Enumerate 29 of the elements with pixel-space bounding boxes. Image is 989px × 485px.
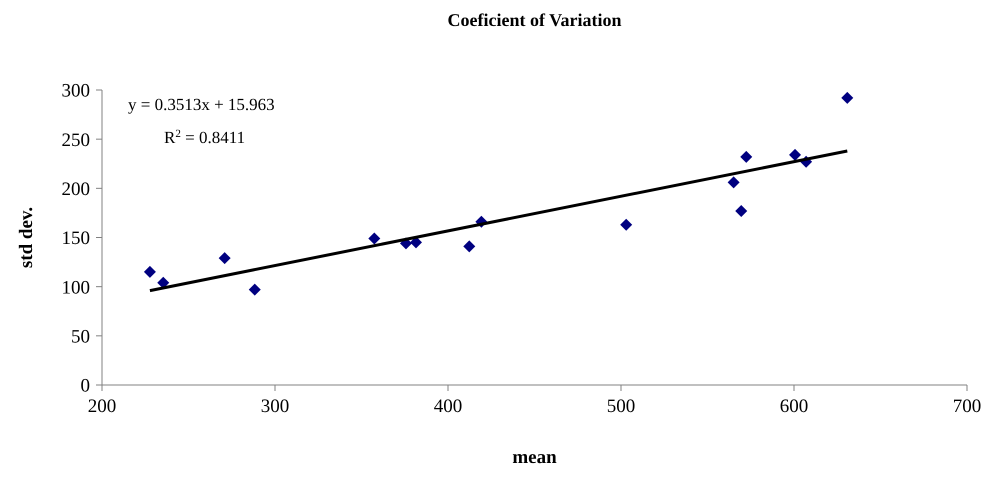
point [728,176,740,188]
y-tick-label: 100 [62,277,90,298]
point [368,232,380,244]
x-tick-label: 500 [606,396,636,417]
x-axis-title: mean [512,447,558,468]
point [740,150,752,163]
x-tick-label: 300 [260,396,290,417]
point [841,92,854,104]
y-tick-label: 50 [71,326,90,348]
point [463,240,476,252]
point [789,148,802,161]
y-tick-label: 0 [80,376,90,397]
x-tick-label: 700 [952,396,982,417]
point [735,204,748,217]
point [620,218,632,231]
x-tick-label: 400 [434,396,462,417]
point [248,284,261,296]
chart-title: Coeficient of Variation [448,10,622,30]
y-tick-label: 150 [62,228,90,250]
y-tick-label: 250 [62,130,90,151]
annotation: y = 0.3513x + 15.963 [128,95,275,114]
x-tick-label: 600 [780,396,808,417]
point [218,252,231,264]
y-tick-label: 200 [62,178,90,200]
y-tick-label: 300 [62,80,90,102]
y-axis-title: std dev. [16,206,37,268]
x-tick-label: 200 [88,396,116,417]
annotation: R$^{2}$ = 0.8411 [164,128,246,147]
point [144,266,156,278]
